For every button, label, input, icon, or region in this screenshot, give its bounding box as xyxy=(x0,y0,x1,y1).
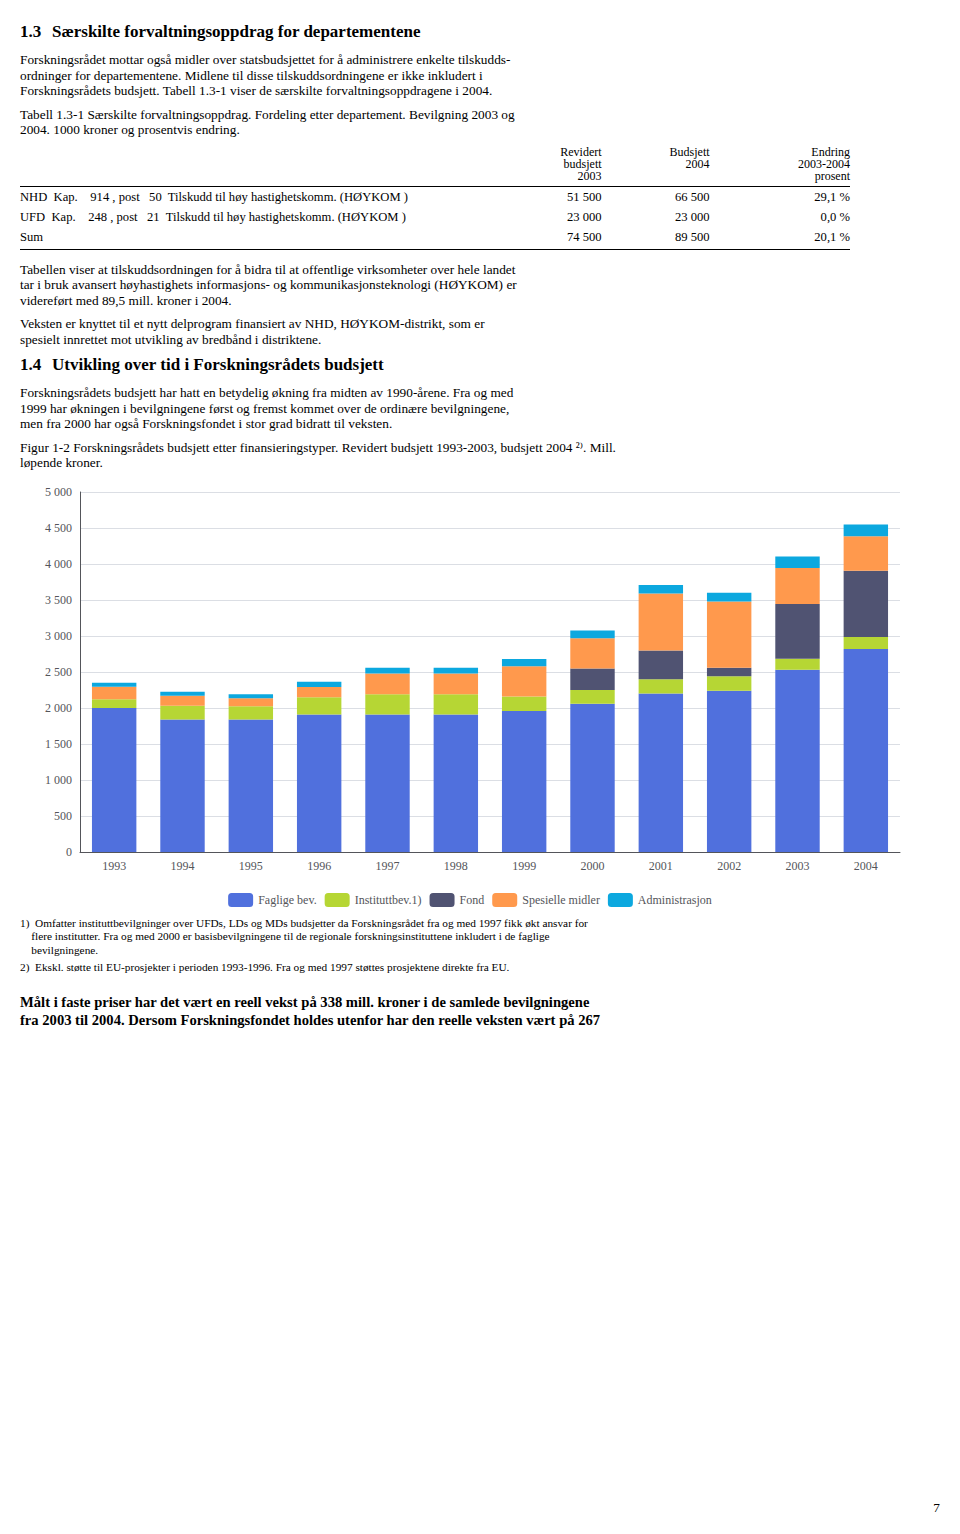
html-text:1) Omfatter instituttbevilgnin: 1) Omfatter instituttbevilgninger over U… xyxy=(20,916,588,929)
html-text:1.4: 1.4 xyxy=(20,355,42,374)
svg-text:2000: 2000 xyxy=(581,859,605,873)
svg-text:2001: 2001 xyxy=(649,859,673,873)
html-text:Forskningsrådets budsjett har: Forskningsrådets budsjett har hatt en be… xyxy=(20,385,514,400)
svg-text:2 000: 2 000 xyxy=(45,701,72,715)
html-text:1.3: 1.3 xyxy=(20,22,42,41)
html-text:2004. 1000 kroner og prosentvi: 2004. 1000 kroner og prosentvis endring. xyxy=(20,122,240,137)
html-text:29,1 %: 29,1 % xyxy=(814,189,850,204)
html-text:51 500: 51 500 xyxy=(566,189,602,204)
svg-text:1994: 1994 xyxy=(171,859,195,873)
html-text:Målt i faste priser har det væ: Målt i faste priser har det vært en reel… xyxy=(20,993,590,1010)
svg-text:2002: 2002 xyxy=(717,859,741,873)
html-text:Revidert: Revidert xyxy=(560,144,602,159)
html-text:UFD Kap. 248 , post 21 Tilskud: UFD Kap. 248 , post 21 Tilskudd til høy … xyxy=(20,209,406,224)
html-text:Forskningsrådets budsjett. Tab: Forskningsrådets budsjett. Tabell 1.3-1 … xyxy=(20,83,493,98)
html-text:tar i bruk avansert høyhastigh: tar i bruk avansert høyhastighets inform… xyxy=(20,277,517,292)
html-text:videreført med 89,5 mill. kron: videreført med 89,5 mill. kroner i 2004. xyxy=(20,292,232,308)
svg-text:4 500: 4 500 xyxy=(45,521,72,535)
svg-text:0: 0 xyxy=(66,845,72,859)
html-text:Forskningsrådet mottar også mi: Forskningsrådet mottar også midler over … xyxy=(20,52,511,67)
html-text:Veksten er knyttet til et nytt: Veksten er knyttet til et nytt delprogra… xyxy=(20,316,485,331)
svg-text:1997: 1997 xyxy=(376,859,400,873)
html-text:2004: 2004 xyxy=(685,156,710,171)
svg-text:500: 500 xyxy=(54,809,72,823)
svg-text:1 500: 1 500 xyxy=(45,737,72,751)
svg-text:2003: 2003 xyxy=(786,859,810,873)
svg-text:2004: 2004 xyxy=(854,859,878,873)
html-text:Sum: Sum xyxy=(20,229,44,244)
svg-text:1993: 1993 xyxy=(102,859,126,873)
html-text:89 500: 89 500 xyxy=(675,229,710,244)
svg-text:Fond: Fond xyxy=(460,893,485,907)
html-text:Budsjett: Budsjett xyxy=(669,144,710,159)
html-text:Tabell 1.3-1 Særskilte forvalt: Tabell 1.3-1 Særskilte forvaltningsoppdr… xyxy=(20,106,515,122)
html-text:Figur 1-2 Forskningsrådets bud: Figur 1-2 Forskningsrådets budsjett ette… xyxy=(20,439,616,470)
svg-text:1999: 1999 xyxy=(512,859,536,873)
html-text:20,1 %: 20,1 % xyxy=(814,229,850,244)
svg-text:1995: 1995 xyxy=(239,859,263,873)
html-text:fra 2003 til 2004. Dersom Fors: fra 2003 til 2004. Dersom Forskningsfond… xyxy=(20,1011,601,1028)
html-text:prosent: prosent xyxy=(814,168,850,183)
html-text:men fra 2000 har også Forsknin: men fra 2000 har også Forskningsfondet i… xyxy=(20,416,393,431)
html-text:spesielt innrettet mot utvikli: spesielt innrettet mot utvikling av bred… xyxy=(20,331,322,347)
html-text:2003: 2003 xyxy=(577,168,602,183)
svg-text:Instituttbev.1): Instituttbev.1) xyxy=(355,893,422,907)
html-text:Utvikling over tid i Forskning: Utvikling over tid i Forskningsrådets bu… xyxy=(52,355,384,374)
html-text:23 000: 23 000 xyxy=(566,209,602,224)
html-text:0,0 %: 0,0 % xyxy=(820,209,850,224)
svg-text:Administrasjon: Administrasjon xyxy=(638,893,712,907)
html-text:1999 har økningen i bevilgning: 1999 har økningen i bevilgningene først … xyxy=(20,400,510,416)
svg-text:1996: 1996 xyxy=(307,859,331,873)
html-text:Tabellen viser at tilskuddsord: Tabellen viser at tilskuddsordningen for… xyxy=(20,261,516,277)
svg-text:2 500: 2 500 xyxy=(45,665,72,679)
svg-text:3 500: 3 500 xyxy=(45,593,72,607)
html-text:bevilgningene.: bevilgningene. xyxy=(20,943,99,956)
html-text:7: 7 xyxy=(933,1500,940,1515)
html-text:23 000: 23 000 xyxy=(675,209,710,224)
html-text:Endring: Endring xyxy=(811,144,850,159)
html-text:budsjett: budsjett xyxy=(563,156,602,171)
svg-text:Faglige bev.: Faglige bev. xyxy=(258,893,317,907)
svg-text:Spesielle midler: Spesielle midler xyxy=(522,893,600,907)
html-text:ordninger for departementene.: ordninger for departementene. Midlene ti… xyxy=(20,67,483,83)
svg-text:4 000: 4 000 xyxy=(45,557,72,571)
html-text:flere institutter. Fra og med: flere institutter. Fra og med 2000 er ba… xyxy=(20,930,550,942)
svg-text:1998: 1998 xyxy=(444,859,468,873)
html-text:NHD Kap. 914 , post 50 Tilskud: NHD Kap. 914 , post 50 Tilskudd til høy … xyxy=(20,189,408,204)
html-text:74 500: 74 500 xyxy=(566,229,602,244)
svg-text:5 000: 5 000 xyxy=(45,485,72,499)
svg-text:1 000: 1 000 xyxy=(45,773,72,787)
html-text:66 500: 66 500 xyxy=(675,189,710,204)
svg-text:3 000: 3 000 xyxy=(45,629,72,643)
html-text:2) Ekskl. støtte til EU-prosje: 2) Ekskl. støtte til EU-prosjekter i per… xyxy=(20,961,510,973)
html-text:Særskilte forvaltningsoppdrag: Særskilte forvaltningsoppdrag for depart… xyxy=(52,22,421,41)
html-text:2003-2004: 2003-2004 xyxy=(798,156,850,171)
